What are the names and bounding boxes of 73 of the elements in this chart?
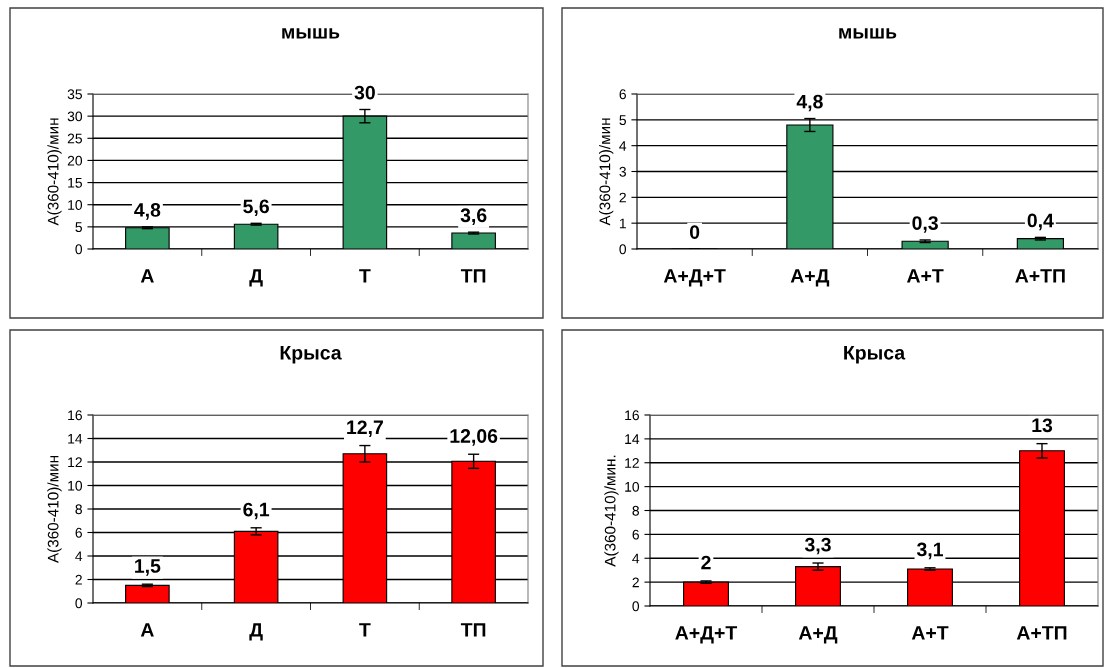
chart-title: Крыса	[844, 346, 906, 364]
y-tick-label: 2	[75, 574, 82, 585]
x-tick-label: Т	[359, 269, 371, 283]
x-tick-label: Т	[359, 623, 371, 637]
data-label: 4,8	[134, 203, 161, 220]
y-tick-label: 14	[625, 434, 640, 444]
y-axis-title: А(360-410)/мин	[47, 118, 62, 226]
y-tick-label: 12	[625, 458, 639, 468]
y-tick-label: 0	[75, 244, 83, 255]
data-label: 0,4	[1027, 213, 1054, 231]
y-tick-label: 4	[75, 551, 83, 562]
x-tick-label: А+Д	[798, 626, 838, 644]
y-axis-title: А(360-410)/мин	[47, 455, 62, 564]
x-tick-label: А	[140, 269, 154, 283]
y-tick-label: 3	[619, 166, 626, 177]
data-label: 0,3	[912, 216, 938, 233]
y-tick-label: 4	[632, 553, 640, 564]
x-tick-label: А+Т	[906, 269, 944, 283]
y-tick-label: 6	[632, 529, 639, 540]
x-tick-label: А+Д+Т	[675, 626, 738, 644]
data-label: 0	[689, 225, 700, 239]
x-tick-label: А+Д+Т	[663, 269, 726, 287]
x-tick-label: А+ТП	[1015, 269, 1065, 283]
y-tick-label: 6	[75, 527, 82, 538]
y-tick-label: 5	[619, 115, 626, 125]
y-tick-label: 0	[632, 601, 640, 612]
y-tick-label: 16	[68, 410, 82, 421]
data-label: 2	[701, 555, 711, 570]
data-label: 5,6	[243, 199, 269, 217]
y-tick-label: 15	[68, 178, 82, 188]
data-label: 13	[1032, 418, 1053, 433]
y-tick-label: 8	[75, 504, 82, 515]
y-axis-title: А(360-410)/мин	[599, 118, 614, 226]
x-tick-label: ТП	[460, 269, 486, 283]
y-tick-label: 35	[67, 89, 82, 100]
data-label: 3,1	[916, 542, 943, 560]
y-tick-label: 10	[68, 200, 83, 210]
data-label: 3,6	[460, 208, 487, 225]
chart-title: мышь	[839, 28, 897, 39]
y-tick-label: 14	[68, 433, 83, 444]
y-tick-label: 20	[67, 155, 83, 166]
chart-title: мышь	[282, 28, 340, 39]
y-tick-label: 25	[67, 133, 82, 144]
y-tick-label: 12	[68, 457, 82, 468]
y-tick-label: 16	[625, 410, 639, 421]
x-tick-label: Д	[249, 623, 263, 641]
x-tick-label: ТП	[460, 623, 486, 637]
y-tick-label: 1	[619, 218, 626, 229]
y-tick-label: 30	[67, 111, 83, 122]
data-label: 12,06	[450, 429, 498, 446]
y-tick-label: 2	[632, 577, 639, 588]
y-tick-label: 0	[75, 598, 83, 609]
data-label: 30	[354, 85, 375, 100]
x-tick-label: Д	[249, 269, 263, 287]
y-axis-title: А(360-410)/мин.	[604, 455, 619, 567]
data-label: 12,7	[347, 420, 383, 438]
y-tick-label: 6	[619, 89, 626, 100]
x-tick-label: А	[140, 623, 154, 637]
y-tick-label: 2	[619, 192, 626, 203]
x-tick-label: А+ТП	[1016, 626, 1067, 640]
chart-title: Крыса	[280, 346, 342, 364]
y-tick-label: 10	[68, 480, 83, 491]
y-tick-label: 4	[619, 141, 627, 151]
data-label: 4,8	[796, 94, 823, 112]
y-tick-label: 0	[619, 244, 627, 255]
y-tick-label: 8	[632, 505, 639, 516]
data-label: 6,1	[243, 502, 270, 520]
data-label: 3,3	[804, 537, 831, 555]
x-tick-label: А+Д	[790, 269, 830, 287]
y-tick-label: 5	[75, 222, 82, 233]
y-tick-label: 10	[625, 481, 640, 492]
data-label: 1,5	[135, 559, 161, 576]
x-tick-label: А+Т	[911, 626, 949, 640]
